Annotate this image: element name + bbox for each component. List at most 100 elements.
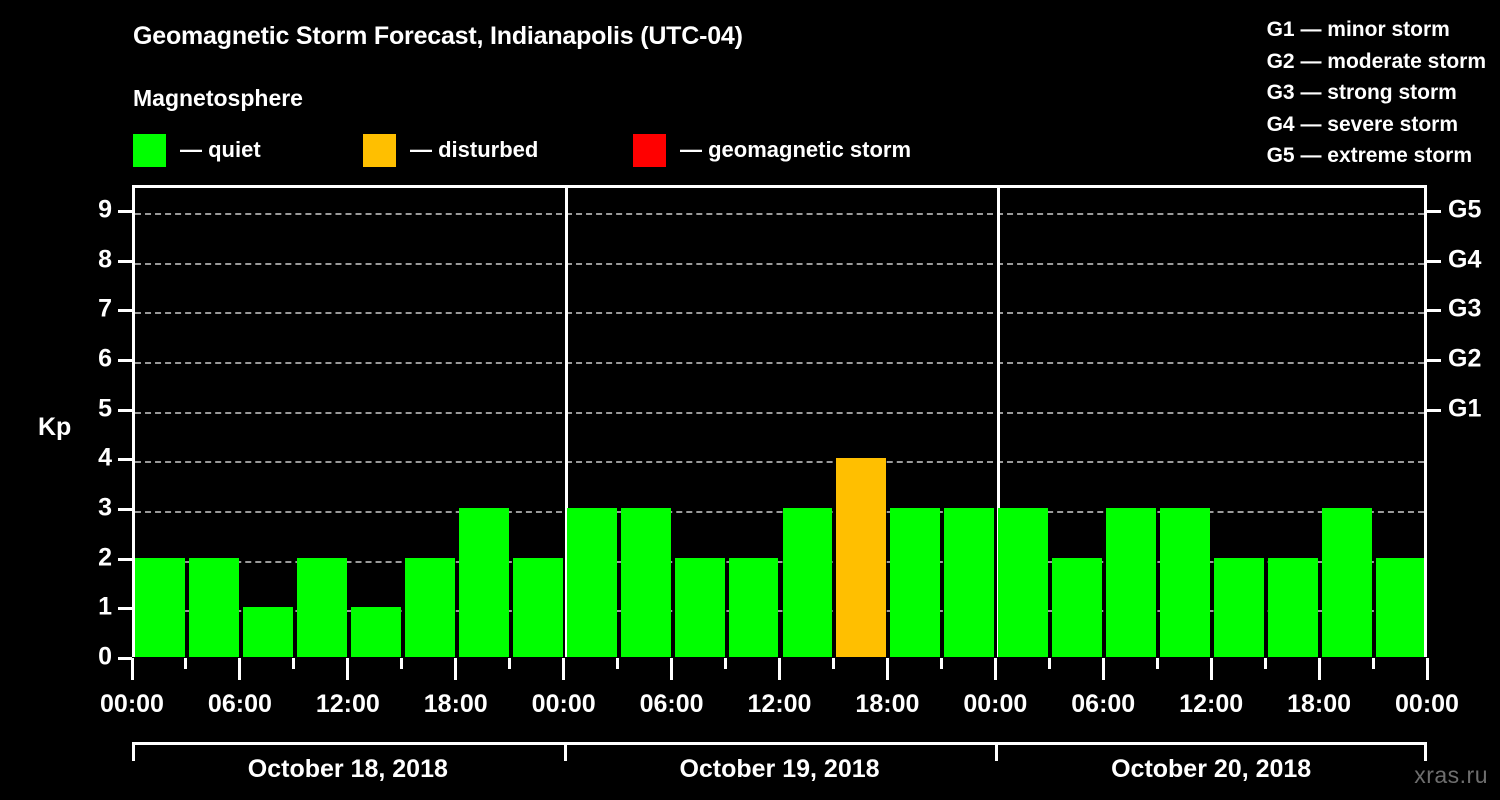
gscale-legend-row-3: G3 — strong storm [1266, 81, 1457, 104]
g-tick-label-G3: G3 [1448, 294, 1482, 323]
x-tick-mark [670, 658, 674, 680]
legend-swatch-quiet-icon [133, 133, 166, 167]
kp-bar[interactable] [836, 458, 887, 657]
x-tick-label: 06:00 [207, 690, 272, 718]
legend-label-geomagnetic-storm: — geomagnetic storm [680, 137, 912, 162]
kp-bar[interactable] [512, 557, 563, 657]
legend-swatch-geomagnetic-storm-icon [633, 133, 666, 167]
x-tick-label: 12:00 [747, 690, 812, 718]
x-tick-mark [454, 658, 458, 680]
x-tick-label: 00:00 [100, 690, 164, 718]
x-tick-label: 06:00 [639, 690, 704, 718]
gridline-kp-2 [135, 560, 1424, 563]
kp-bar[interactable] [998, 507, 1049, 657]
g-tick-mark-G4 [1427, 259, 1441, 263]
gridline-kp-4 [135, 461, 1424, 464]
y-tick-label-1: 1 [98, 592, 112, 621]
kp-bar[interactable] [566, 507, 617, 657]
day-band-edge-1 [563, 745, 567, 761]
gridline-kp-8 [135, 262, 1424, 265]
kp-bar[interactable] [728, 557, 779, 657]
x-tick-mark [1209, 658, 1213, 680]
y-tick-label-7: 7 [98, 294, 112, 323]
kp-bar[interactable] [1160, 507, 1211, 657]
magnetosphere-section-label: Magnetosphere [133, 85, 303, 111]
gridline-kp-6 [135, 361, 1424, 364]
kp-bar[interactable] [404, 557, 455, 657]
day-band-edge-0 [132, 745, 135, 761]
y-tick-mark-2 [118, 557, 132, 561]
day-band [132, 742, 1427, 761]
x-tick-mark [993, 658, 997, 680]
x-tick-label: 06:00 [1071, 690, 1136, 718]
x-tick-mark [616, 658, 620, 669]
kp-bar[interactable] [890, 507, 941, 657]
x-tick-mark [400, 658, 404, 669]
kp-bar[interactable] [1106, 507, 1157, 657]
kp-bar[interactable] [1268, 557, 1319, 657]
x-tick-label: 18:00 [855, 690, 920, 718]
y-tick-label-5: 5 [98, 394, 112, 423]
x-tick-mark [1317, 658, 1321, 680]
kp-bar[interactable] [350, 607, 401, 657]
gscale-legend: G1 — minor storm G2 — moderate storm G3 — … [1267, 14, 1486, 172]
kp-bar[interactable] [188, 557, 239, 657]
kp-bar[interactable] [135, 557, 185, 657]
y-tick-mark-6 [118, 358, 132, 362]
kp-bar[interactable] [1214, 557, 1265, 657]
x-tick-mark [562, 658, 566, 680]
plot-area [132, 185, 1427, 657]
gscale-legend-row-2: G2 — moderate storm [1266, 49, 1486, 73]
kp-bar[interactable] [242, 607, 293, 657]
gridline-kp-9 [135, 212, 1424, 215]
gscale-legend-row-4: G4 — severe storm [1266, 112, 1459, 136]
kp-bar[interactable] [296, 557, 347, 657]
day-separator-2 [996, 188, 1000, 657]
gridline-kp-3 [135, 510, 1424, 513]
day-separator-1 [565, 188, 569, 657]
y-tick-label-6: 6 [98, 344, 112, 373]
y-tick-mark-3 [118, 507, 132, 511]
x-tick-label: 00:00 [531, 690, 596, 718]
watermark: xras.ru [1414, 762, 1488, 788]
x-tick-mark [1101, 658, 1105, 680]
g-tick-mark-G1 [1427, 408, 1441, 412]
kp-bar[interactable] [944, 507, 995, 657]
x-tick-mark [184, 658, 188, 669]
y-tick-label-9: 9 [98, 195, 112, 224]
day-band-edge-2 [995, 745, 999, 761]
x-tick-mark [238, 658, 242, 680]
kp-bar[interactable] [458, 507, 509, 657]
x-tick-mark [778, 658, 781, 680]
gscale-legend-row-5: G5 — extreme storm [1266, 144, 1473, 167]
y-tick-label-8: 8 [98, 245, 112, 274]
x-tick-mark [885, 658, 889, 680]
gscale-legend-row-1: G1 — minor storm [1266, 18, 1450, 41]
x-tick-mark [130, 658, 134, 680]
kp-bar[interactable] [782, 507, 833, 657]
g-tick-mark-G2 [1427, 358, 1441, 362]
y-tick-label-2: 2 [98, 543, 112, 572]
y-tick-mark-4 [118, 458, 132, 462]
day-label: October 19, 2018 [679, 755, 880, 783]
kp-bar[interactable] [674, 557, 725, 657]
y-tick-mark-5 [118, 408, 132, 412]
g-tick-label-G1: G1 [1448, 394, 1482, 423]
x-tick-label: 00:00 [963, 690, 1028, 718]
page-title: Geomagnetic Storm Forecast, Indianapolis… [133, 22, 743, 50]
g-tick-mark-G5 [1427, 209, 1441, 213]
y-tick-mark-1 [118, 607, 132, 611]
legend-label-quiet: — quiet [180, 137, 261, 162]
x-tick-label: 18:00 [1287, 690, 1352, 718]
kp-bar[interactable] [620, 507, 671, 657]
legend-swatch-disturbed-icon [363, 133, 396, 167]
gridline-kp-5 [135, 411, 1424, 414]
gridline-kp-7 [135, 312, 1424, 315]
day-label: October 20, 2018 [1111, 755, 1312, 783]
x-tick-mark [1371, 658, 1375, 669]
kp-bar[interactable] [1322, 507, 1373, 657]
kp-bar[interactable] [1052, 557, 1103, 657]
kp-bar[interactable] [1376, 557, 1424, 657]
g-tick-mark-G3 [1427, 309, 1441, 313]
legend-label-disturbed: — disturbed [410, 137, 539, 162]
